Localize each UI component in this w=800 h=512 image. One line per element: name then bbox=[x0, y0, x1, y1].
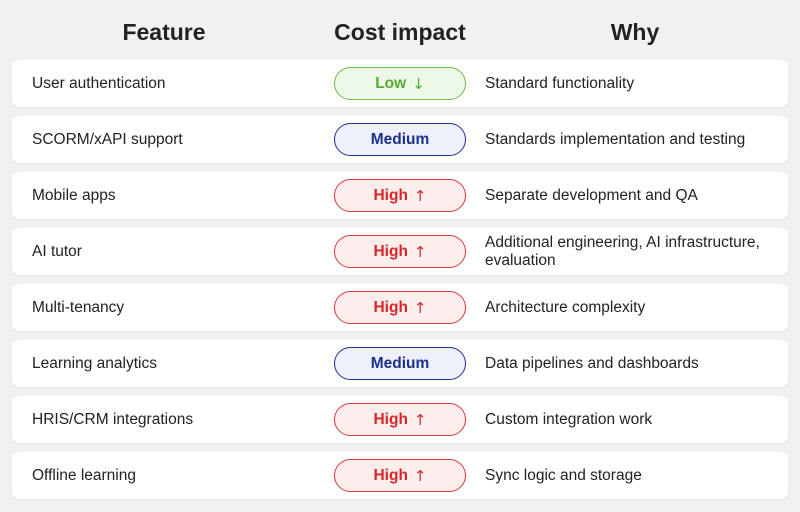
arrow-down-icon: ↓ bbox=[412, 74, 425, 93]
cost-impact-label: Low bbox=[375, 74, 407, 92]
why-text: Sync logic and storage bbox=[485, 466, 642, 484]
feature-name: Mobile apps bbox=[32, 187, 116, 204]
table-row: Learning analytics Medium Data pipelines… bbox=[12, 340, 788, 387]
feature-name: SCORM/xAPI support bbox=[32, 131, 183, 148]
table-row: AI tutor High ↑ Additional engineering, A… bbox=[12, 228, 788, 275]
cost-impact-badge: High ↑ bbox=[334, 403, 466, 436]
why-text: Additional engineering, AI infrastructur… bbox=[485, 233, 760, 269]
cost-impact-badge: Medium bbox=[334, 347, 466, 380]
why-text: Standards implementation and testing bbox=[485, 130, 746, 148]
feature-column-header: Feature bbox=[122, 19, 206, 45]
table-row: Mobile apps High ↑ Separate development a… bbox=[12, 172, 788, 219]
why-text: Standard functionality bbox=[485, 74, 635, 92]
cost-impact-label: High bbox=[373, 186, 408, 204]
feature-name: HRIS/CRM integrations bbox=[32, 411, 194, 428]
cost-impact-label: Medium bbox=[370, 354, 430, 372]
why-column-header: Why bbox=[610, 19, 660, 45]
table-row: Multi-tenancy High ↑ Architecture complex… bbox=[12, 284, 788, 331]
why-text: Custom integration work bbox=[485, 410, 653, 428]
arrow-up-icon: ↑ bbox=[413, 242, 427, 261]
table-header: Feature Cost impact Why bbox=[0, 14, 800, 50]
cost-impact-label: High bbox=[373, 242, 408, 260]
feature-name: AI tutor bbox=[32, 243, 82, 260]
cost-impact-badge: High ↑ bbox=[334, 291, 466, 324]
table-row: User authentication Low ↓ Standard functi… bbox=[12, 60, 788, 107]
arrow-up-icon: ↑ bbox=[413, 298, 427, 317]
table-row: SCORM/xAPI support Medium Standards impl… bbox=[12, 116, 788, 163]
feature-cost-table: User authentication Low ↓ Standard functi… bbox=[12, 60, 788, 508]
table-row: HRIS/CRM integrations High ↑ Custom integ… bbox=[12, 396, 788, 443]
cost-impact-label: High bbox=[373, 466, 408, 484]
cost-impact-badge: Medium bbox=[334, 123, 466, 156]
cost-impact-badge: High ↑ bbox=[334, 179, 466, 212]
cost-impact-badge: Low ↓ bbox=[334, 67, 466, 100]
feature-name: Learning analytics bbox=[32, 355, 157, 372]
arrow-up-icon: ↑ bbox=[413, 410, 427, 429]
cost-impact-badge: High ↑ bbox=[334, 459, 466, 492]
table-row: Offline learning High ↑ Sync logic and st… bbox=[12, 452, 788, 499]
cost-impact-column-header: Cost impact bbox=[334, 19, 466, 45]
cost-impact-label: Medium bbox=[370, 130, 430, 148]
feature-name: User authentication bbox=[32, 75, 166, 92]
why-text: Data pipelines and dashboards bbox=[485, 354, 699, 372]
feature-name: Multi-tenancy bbox=[32, 299, 125, 316]
cost-impact-badge: High ↑ bbox=[334, 235, 466, 268]
cost-impact-label: High bbox=[373, 410, 408, 428]
feature-name: Offline learning bbox=[32, 467, 136, 484]
cost-impact-label: High bbox=[373, 298, 408, 316]
arrow-up-icon: ↑ bbox=[413, 466, 427, 485]
arrow-up-icon: ↑ bbox=[413, 186, 427, 205]
why-text: Architecture complexity bbox=[485, 298, 646, 316]
why-text: Separate development and QA bbox=[485, 186, 698, 204]
